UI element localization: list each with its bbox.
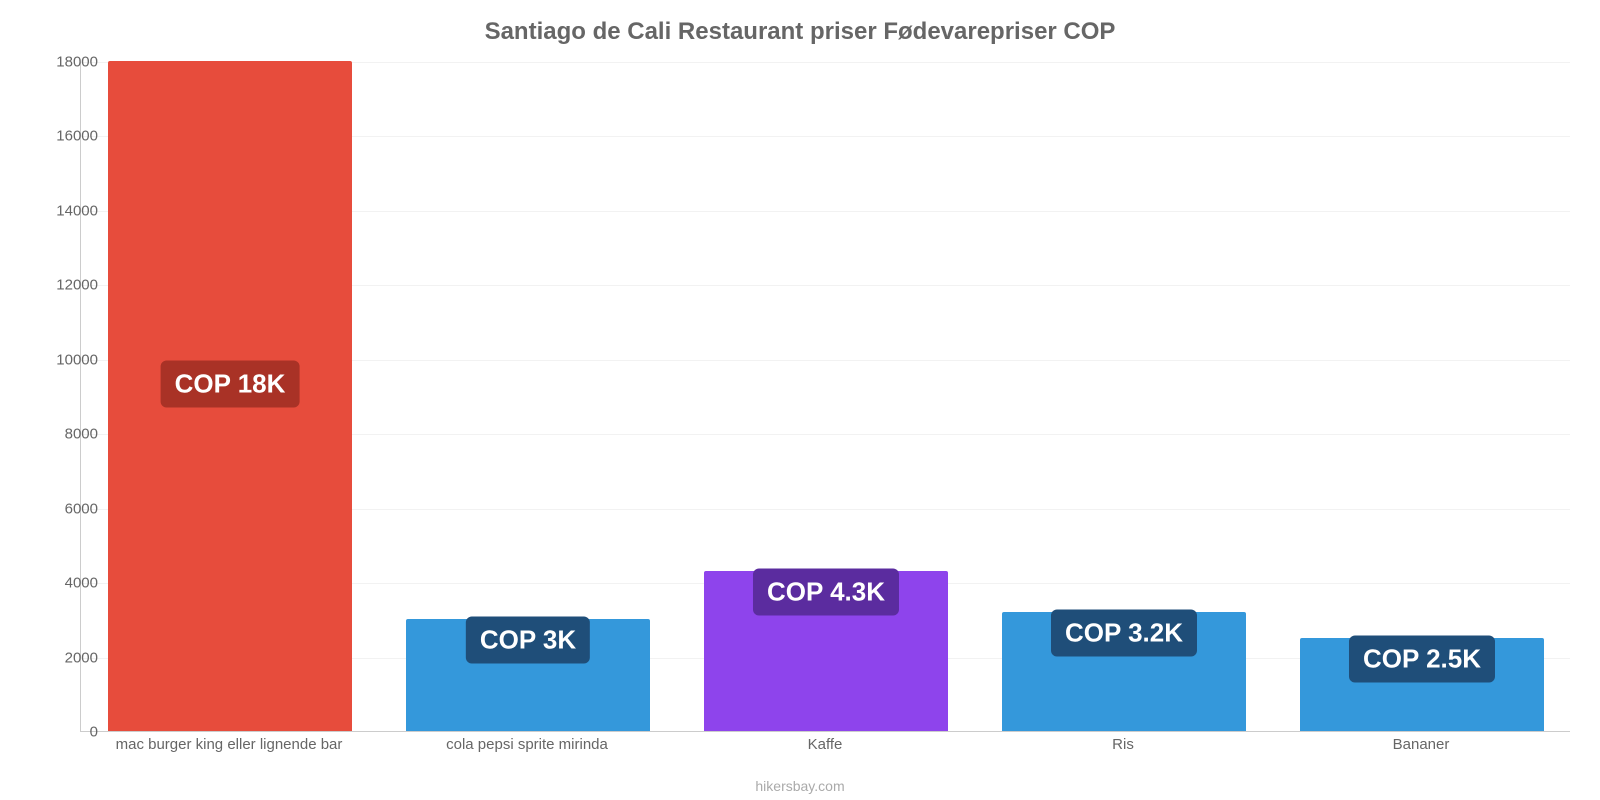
y-axis-tick: 12000 [38, 277, 98, 294]
x-axis-tick: Ris [1112, 736, 1134, 753]
y-axis-tick: 18000 [38, 54, 98, 71]
y-axis-tick: 2000 [38, 649, 98, 666]
y-axis-tick: 0 [38, 724, 98, 741]
bar-value-label: COP 18K [161, 360, 300, 407]
y-axis-tick: 14000 [38, 202, 98, 219]
bar-value-label: COP 4.3K [753, 568, 899, 615]
y-axis-tick: 10000 [38, 351, 98, 368]
chart-credit: hikersbay.com [0, 778, 1600, 794]
plot-area: COP 18K COP 3K COP 4.3K COP 3.2K COP 2.5K [80, 62, 1570, 732]
x-axis-tick: mac burger king eller lignende bar [116, 736, 343, 753]
price-bar-chart: Santiago de Cali Restaurant priser Fødev… [0, 0, 1600, 800]
y-axis-tick: 4000 [38, 575, 98, 592]
x-axis-tick: cola pepsi sprite mirinda [446, 736, 608, 753]
bar-value-label: COP 3K [466, 617, 590, 664]
chart-title: Santiago de Cali Restaurant priser Fødev… [0, 18, 1600, 46]
y-axis-tick: 16000 [38, 128, 98, 145]
x-axis-tick: Kaffe [808, 736, 843, 753]
x-axis-tick: Bananer [1393, 736, 1450, 753]
bar-value-label: COP 2.5K [1349, 635, 1495, 682]
y-axis-tick: 6000 [38, 500, 98, 517]
bar-value-label: COP 3.2K [1051, 609, 1197, 656]
y-axis-tick: 8000 [38, 426, 98, 443]
